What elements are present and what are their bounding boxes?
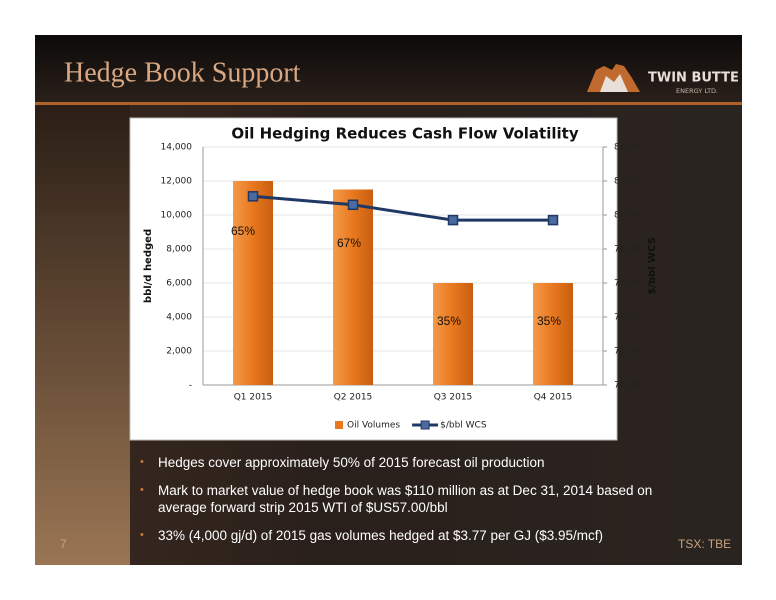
bar (433, 283, 473, 385)
chart-title: Oil Hedging Reduces Cash Flow Volatility (231, 125, 578, 143)
y2-tick-label: 76.00 (614, 279, 640, 289)
line (252, 194, 553, 222)
x-tick-label: Q1 2015 (234, 393, 273, 403)
line-marker (447, 214, 459, 226)
y2-tick-label: 72.00 (614, 347, 640, 357)
logo-icon (587, 64, 640, 92)
y-tick-label: 4,000 (166, 313, 192, 323)
y-tick-label: 10,000 (161, 211, 193, 221)
page-number: 7 (60, 537, 67, 551)
x-tick-label: Q2 2015 (334, 393, 373, 403)
annotation: 35% (437, 314, 461, 328)
y2-tick-label: 82.00 (614, 177, 640, 187)
y2-tick-label: 80.00 (614, 211, 640, 221)
annotation: 65% (231, 224, 255, 238)
bar (533, 283, 573, 385)
y-tick-label: - (189, 381, 192, 391)
y2-tick-label: 84.00 (614, 143, 640, 153)
bar (233, 181, 273, 385)
logo-icon-detail (600, 74, 628, 92)
legend-swatch-marker (420, 420, 430, 430)
bullet-list: Hedges cover approximately 50% of 2015 f… (140, 454, 680, 555)
legend-label: Oil Volumes (347, 421, 400, 431)
logo-subtitle: ENERGY LTD. (676, 87, 718, 95)
bullet: Mark to market value of hedge book was $… (140, 482, 680, 516)
y2-axis-title: $/bbl WCS (647, 237, 658, 295)
line-marker (247, 191, 259, 202)
bar (333, 189, 373, 385)
chart-frame (129, 117, 618, 441)
legend-label: $/bbl WCS (440, 421, 487, 431)
y2-tick-label: 74.00 (614, 313, 640, 323)
ticker: TSX: TBE (678, 537, 732, 551)
slide-title: Hedge Book Support (64, 57, 301, 88)
bullet: Hedges cover approximately 50% of 2015 f… (140, 454, 680, 471)
y-tick-label: 14,000 (161, 143, 193, 153)
logo: TWIN BUTTE ENERGY LTD. (587, 64, 739, 95)
header-rule (35, 102, 742, 105)
logo-name: TWIN BUTTE (648, 71, 739, 86)
annotation: 67% (337, 236, 361, 250)
legend-swatch (335, 421, 343, 429)
chart: Oil Hedging Reduces Cash Flow Volatility… (143, 125, 658, 431)
annotation: 35% (537, 314, 561, 328)
line-marker (547, 214, 559, 226)
line-marker (347, 199, 359, 211)
y-tick-label: 8,000 (166, 245, 192, 255)
y2-tick-label: 70.00 (614, 381, 640, 391)
y-axis-title: bbl/d hedged (143, 229, 154, 303)
y-tick-label: 12,000 (161, 177, 193, 187)
side-band (35, 105, 130, 565)
x-tick-label: Q4 2015 (534, 393, 573, 403)
y2-tick-label: 78.00 (614, 245, 640, 255)
y-tick-label: 6,000 (166, 279, 192, 289)
y-tick-label: 2,000 (166, 347, 192, 357)
bullet: 33% (4,000 gj/d) of 2015 gas volumes hed… (140, 527, 680, 544)
x-tick-label: Q3 2015 (434, 393, 473, 403)
